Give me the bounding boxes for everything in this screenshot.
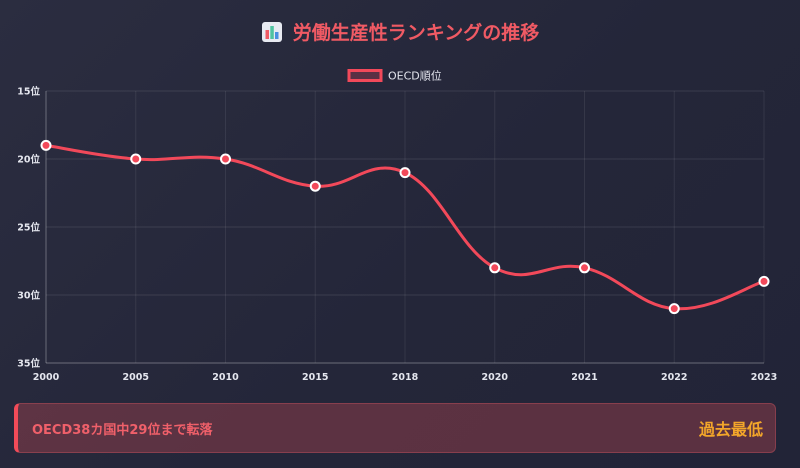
- y-tick-label: 15位: [17, 86, 40, 98]
- legend-swatch: [347, 69, 383, 82]
- x-tick-label: 2015: [302, 372, 328, 383]
- banner-text: OECD38カ国中29位まで転落: [32, 422, 213, 438]
- banner-badge: 過去最低: [698, 420, 763, 439]
- data-point: [758, 275, 770, 287]
- x-tick-label: 2018: [392, 372, 419, 383]
- data-point: [40, 139, 52, 151]
- chart-title-wrap: 労働生産性ランキングの推移: [0, 18, 800, 47]
- x-tick-label: 2010: [212, 372, 239, 383]
- chart-title: 労働生産性ランキングの推移: [261, 18, 539, 45]
- y-tick-label: 30位: [17, 290, 40, 302]
- data-point: [309, 180, 321, 192]
- x-tick-label: 2023: [751, 372, 777, 383]
- data-point: [668, 303, 680, 315]
- y-tick-label: 20位: [17, 154, 40, 166]
- data-point: [579, 262, 590, 274]
- x-tick-label: 2021: [571, 372, 597, 383]
- data-point: [130, 153, 142, 165]
- data-point: [399, 167, 411, 179]
- y-tick-label: 35位: [17, 358, 40, 370]
- x-tick-label: 2020: [482, 372, 509, 383]
- data-point: [489, 262, 501, 274]
- chart-title-text: 労働生産性ランキングの推移: [292, 22, 540, 44]
- x-tick-label: 2022: [661, 372, 687, 383]
- line-chart: 15位 20位 25位 30位 35位 2000 2005 2010 2015 2018 2020 2…: [17, 69, 777, 384]
- bar-chart-icon: [261, 21, 282, 42]
- legend-label: OECD順位: [388, 69, 442, 83]
- x-tick-label: 2005: [123, 372, 149, 383]
- y-tick-label: 25位: [17, 222, 40, 234]
- x-tick-label: 2000: [33, 372, 60, 383]
- summary-banner: OECD38カ国中29位まで転落 過去最低: [14, 403, 776, 453]
- data-point: [220, 153, 231, 165]
